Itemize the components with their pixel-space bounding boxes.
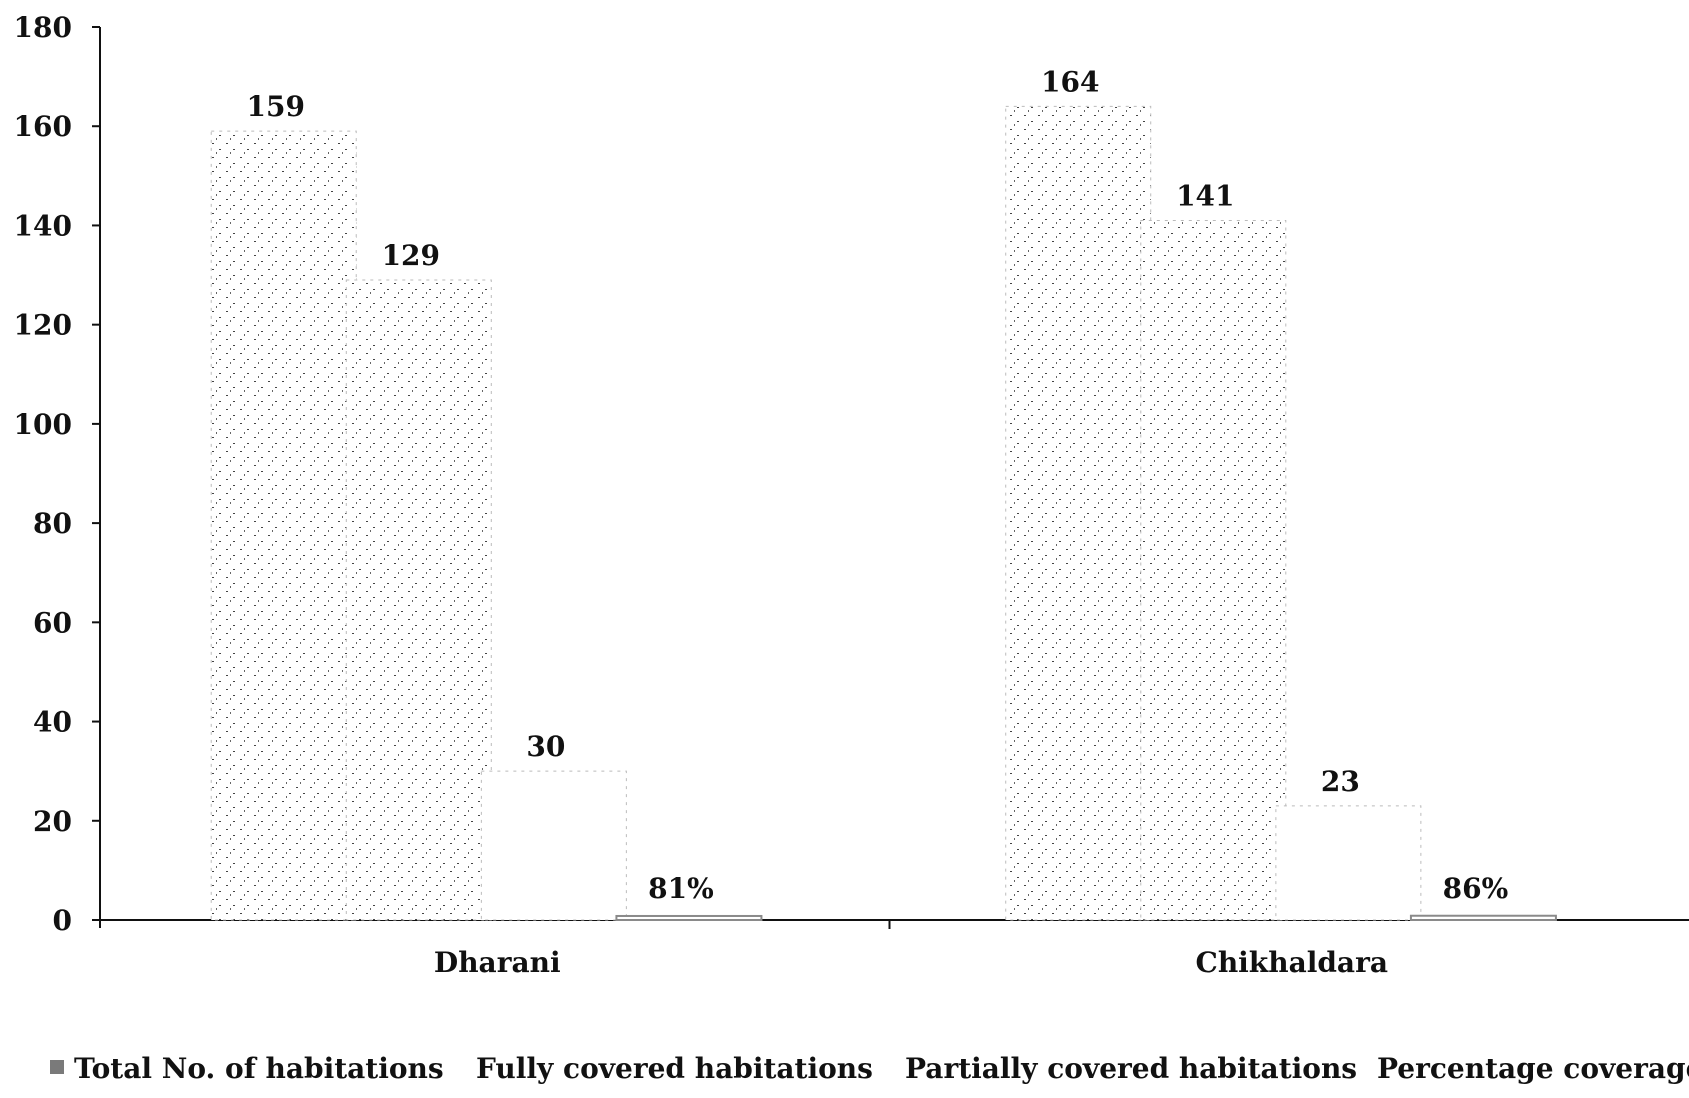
data-label: 141 [1176,179,1234,212]
y-tick-label: 40 [33,706,72,739]
data-label: 159 [247,90,305,123]
legend-label: Partially covered habitations [905,1052,1357,1085]
legend: Total No. of habitations Fully covered ha… [50,1052,1689,1085]
bar-chikhaldara-series-1 [1140,219,1287,921]
data-label: 30 [526,730,565,763]
legend-label: Fully covered habitations [476,1052,873,1085]
y-tick-label: 100 [14,408,72,441]
y-tick-label: 160 [14,110,72,143]
x-category-label: Chikhaldara [1196,946,1388,979]
data-label: 23 [1321,765,1360,798]
legend-label: Total No. of habitations [74,1052,444,1085]
bar-chikhaldara-series-3 [1409,914,1557,922]
legend-label: Percentage coverage [1377,1052,1689,1085]
bar-dharani-series-1 [345,279,492,921]
data-label: 81% [648,872,714,905]
y-tick-label: 80 [33,507,72,540]
y-tick-label: 140 [14,209,72,242]
bar-dharani-series-2 [480,770,627,921]
y-tick-label: 180 [14,11,72,44]
data-label: 129 [382,239,440,272]
bar-dharani-series-3 [615,914,763,922]
y-tick-label: 60 [33,606,72,639]
bar-dharani-series-0 [210,130,357,921]
data-label: 164 [1041,65,1099,98]
y-tick-label: 20 [33,805,72,838]
plot-area: 0 20 40 60 80 100 120 140 160 180 Dharani 159 129 30 8… [14,11,1689,979]
y-tick-label: 120 [14,309,72,342]
bar-chikhaldara-series-2 [1275,805,1422,921]
y-tick-label: 0 [53,904,72,937]
x-category-label: Dharani [434,946,561,979]
data-label: 86% [1443,872,1509,905]
bar-chikhaldara-series-0 [1005,105,1152,921]
legend-swatch [50,1060,64,1074]
